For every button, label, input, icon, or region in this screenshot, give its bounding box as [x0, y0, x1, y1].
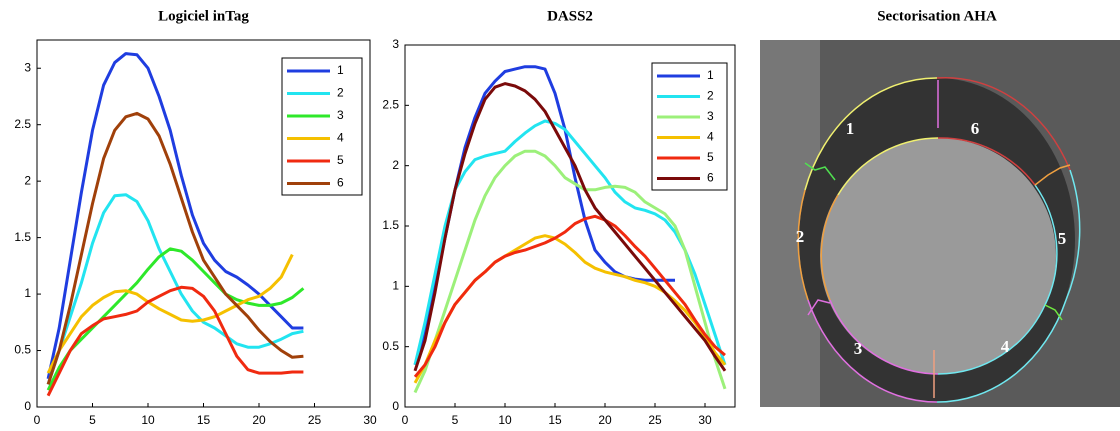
legend-box: [651, 62, 728, 191]
chart-title: Logiciel inTag: [158, 8, 249, 24]
legend-label: 3: [707, 109, 714, 123]
image-title: Sectorisation AHA: [877, 8, 997, 24]
x-tick-label: 30: [363, 413, 377, 427]
sector-label: 3: [854, 339, 863, 358]
x-tick-label: 15: [197, 413, 211, 427]
series-line: [46, 253, 294, 374]
x-tick-label: 25: [308, 413, 322, 427]
inner-contour-6: [937, 137, 1036, 186]
y-tick-label: 0: [392, 399, 399, 413]
y-tick-label: 1: [392, 279, 399, 293]
legend-label: 5: [707, 150, 714, 164]
legend-label: 2: [337, 86, 344, 100]
legend-label: 1: [707, 68, 714, 82]
x-tick-label: 20: [252, 413, 266, 427]
y-tick-label: 2: [24, 173, 31, 187]
inner-contour-4: [937, 304, 1046, 375]
y-tick-label: 2.5: [14, 117, 31, 131]
contour-1: [804, 77, 938, 191]
chart-title: DASS2: [547, 8, 593, 24]
x-tick-label: 5: [89, 413, 96, 427]
y-tick-label: 1.5: [14, 230, 31, 244]
legend-label: 1: [337, 63, 344, 77]
x-tick-label: 30: [698, 413, 712, 427]
series-line: [413, 119, 727, 366]
legend-box: [281, 57, 363, 196]
sector-label: 1: [846, 119, 855, 138]
series-line: [413, 82, 727, 372]
sector-label: 6: [971, 119, 980, 138]
x-tick-label: 15: [548, 413, 562, 427]
y-tick-label: 3: [392, 37, 399, 51]
sector-label: 4: [1001, 337, 1010, 356]
inner-contour-3: [829, 299, 939, 375]
series-line: [46, 193, 304, 385]
contour-2: [797, 189, 809, 301]
legend-label: 6: [337, 176, 344, 190]
y-tick-label: 2: [392, 158, 399, 172]
legend-label: 4: [707, 130, 714, 144]
divider: [1044, 304, 1063, 321]
x-tick-label: 5: [452, 413, 459, 427]
x-tick-label: 0: [402, 413, 409, 427]
x-tick-label: 25: [648, 413, 662, 427]
contour-6: [936, 76, 1071, 171]
y-tick-label: 2.5: [382, 98, 399, 112]
divider: [1034, 164, 1071, 186]
contour-4: [936, 299, 1067, 403]
y-tick-label: 1: [24, 286, 31, 300]
series-line: [46, 247, 305, 391]
sector-label: 5: [1058, 229, 1067, 248]
y-tick-label: 3: [24, 60, 31, 74]
x-tick-label: 10: [141, 413, 155, 427]
series-line: [46, 111, 304, 385]
y-tick-label: 0.5: [382, 339, 399, 353]
sector-label: 2: [796, 227, 805, 246]
divider: [804, 162, 836, 181]
x-tick-label: 0: [34, 413, 41, 427]
y-tick-label: 0: [24, 399, 31, 413]
series-line: [413, 214, 726, 378]
inner-contour-5: [1034, 184, 1058, 306]
y-tick-label: 0.5: [14, 343, 31, 357]
mri-panel: Sectorisation AHA 1 2 3 4 5 6: [760, 8, 1120, 407]
legend-label: 4: [337, 131, 344, 145]
inner-contour-2: [820, 194, 839, 301]
legend-label: 3: [337, 108, 344, 122]
x-tick-label: 10: [498, 413, 512, 427]
y-tick-label: 1.5: [382, 218, 399, 232]
legend-label: 2: [707, 89, 714, 103]
contour-5: [1065, 169, 1081, 301]
contour-3: [807, 299, 938, 403]
legend-label: 5: [337, 153, 344, 167]
inner-contour-1: [837, 137, 939, 196]
legend-label: 6: [707, 171, 714, 185]
x-tick-label: 20: [598, 413, 612, 427]
series-line: [413, 149, 727, 394]
blood-pool: [820, 138, 1056, 374]
series-line: [46, 285, 304, 397]
divider: [807, 299, 831, 316]
